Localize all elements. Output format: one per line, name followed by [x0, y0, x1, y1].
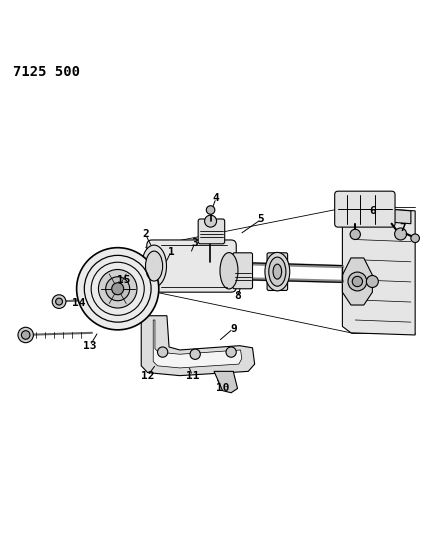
- Polygon shape: [342, 207, 415, 335]
- Circle shape: [18, 327, 33, 343]
- Circle shape: [21, 330, 30, 340]
- FancyBboxPatch shape: [335, 191, 395, 227]
- Circle shape: [52, 295, 66, 309]
- Text: 11: 11: [186, 370, 199, 381]
- Text: 12: 12: [141, 370, 155, 381]
- Text: 7125 500: 7125 500: [13, 66, 80, 79]
- FancyBboxPatch shape: [198, 219, 225, 244]
- Ellipse shape: [142, 245, 166, 287]
- Ellipse shape: [146, 251, 163, 281]
- Polygon shape: [214, 372, 238, 393]
- Text: 3: 3: [191, 238, 198, 248]
- Text: 13: 13: [83, 341, 97, 351]
- Polygon shape: [141, 316, 255, 376]
- Text: 9: 9: [230, 324, 237, 334]
- Circle shape: [56, 298, 62, 305]
- Circle shape: [106, 277, 130, 301]
- Text: 7: 7: [399, 223, 406, 233]
- Text: 14: 14: [72, 298, 86, 308]
- Circle shape: [348, 272, 367, 291]
- Circle shape: [350, 229, 360, 239]
- Text: 1: 1: [168, 247, 175, 256]
- Text: 4: 4: [213, 193, 220, 203]
- Circle shape: [206, 206, 215, 214]
- Text: 5: 5: [258, 214, 265, 224]
- Circle shape: [352, 276, 363, 287]
- Polygon shape: [153, 320, 242, 368]
- Ellipse shape: [265, 253, 290, 291]
- Polygon shape: [355, 207, 411, 224]
- Circle shape: [366, 276, 378, 287]
- Circle shape: [77, 248, 159, 330]
- Circle shape: [190, 349, 200, 359]
- Text: 8: 8: [234, 292, 241, 302]
- FancyBboxPatch shape: [147, 240, 236, 292]
- Text: 6: 6: [369, 206, 376, 216]
- Text: 15: 15: [117, 275, 131, 285]
- Ellipse shape: [273, 264, 282, 279]
- Circle shape: [411, 234, 419, 243]
- Circle shape: [112, 283, 124, 295]
- Text: 10: 10: [216, 383, 229, 393]
- Ellipse shape: [220, 253, 238, 289]
- Circle shape: [226, 347, 236, 357]
- Circle shape: [395, 228, 407, 240]
- FancyBboxPatch shape: [233, 253, 253, 289]
- Polygon shape: [342, 258, 372, 305]
- Ellipse shape: [269, 257, 286, 286]
- Circle shape: [205, 215, 217, 227]
- Circle shape: [98, 270, 137, 308]
- Text: 2: 2: [142, 229, 149, 239]
- Circle shape: [158, 347, 168, 357]
- FancyBboxPatch shape: [267, 253, 288, 290]
